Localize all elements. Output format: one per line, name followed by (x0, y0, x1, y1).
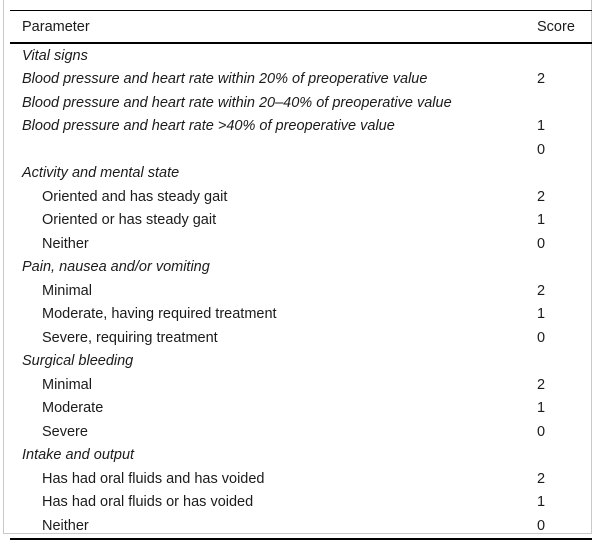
table-row: Has had oral fluids and has voided 2 (10, 467, 592, 491)
table-row: Vital signs (10, 44, 592, 68)
table-row: Has had oral fluids or has voided 1 (10, 491, 592, 515)
table-row: Oriented and has steady gait 2 (10, 185, 592, 209)
score-cell: 2 (537, 71, 546, 88)
parameter-cell: Has had oral fluids and has voided (42, 470, 265, 487)
score-cell: 0 (537, 141, 546, 158)
table-row: Activity and mental state (10, 162, 592, 186)
table-row: Oriented or has steady gait 1 (10, 209, 592, 233)
table-row: Severe 0 (10, 420, 592, 444)
parameter-cell: Severe (42, 423, 88, 440)
score-cell: 2 (537, 470, 546, 487)
parameter-cell: Severe, requiring treatment (42, 329, 218, 346)
parameter-cell: Oriented and has steady gait (42, 188, 228, 205)
table-row: Minimal 2 (10, 373, 592, 397)
parameter-cell: Oriented or has steady gait (42, 212, 217, 229)
parameter-cell: Minimal (42, 376, 92, 393)
table-row: Pain, nausea and/or vomiting (10, 256, 592, 280)
score-cell: 1 (537, 400, 546, 417)
parameter-cell: Minimal (42, 282, 92, 299)
score-cell: 1 (537, 212, 546, 229)
parameter-cell: Moderate (42, 400, 104, 417)
table-row: Intake and output (10, 444, 592, 468)
table-row: Minimal 2 (10, 279, 592, 303)
parameter-cell: Pain, nausea and/or vomiting (22, 259, 210, 276)
parameter-cell: Blood pressure and heart rate >40% of pr… (22, 118, 395, 135)
parameter-cell: Vital signs (22, 47, 88, 64)
table-row: Neither 0 (10, 232, 592, 256)
score-cell: 0 (537, 235, 546, 252)
table-body: Vital signs Blood pressure and heart rat… (10, 44, 592, 538)
parameter-cell: Surgical bleeding (22, 353, 134, 370)
score-cell: 2 (537, 188, 546, 205)
parameter-cell: Has had oral fluids or has voided (42, 494, 254, 511)
parameter-cell: Blood pressure and heart rate within 20%… (22, 71, 428, 88)
parameter-cell: Neither (42, 235, 89, 252)
table-header-row: Parameter Score (10, 10, 592, 44)
table-row: Severe, requiring treatment 0 (10, 326, 592, 350)
score-cell: 1 (537, 118, 546, 135)
parameter-cell: Blood pressure and heart rate within 20–… (22, 94, 452, 111)
table-row: Neither 0 (10, 514, 592, 538)
table-row: 0 (10, 138, 592, 162)
score-cell: 0 (537, 423, 546, 440)
score-cell: 0 (537, 329, 546, 346)
table-bottom-rule (10, 537, 592, 540)
score-cell: 2 (537, 376, 546, 393)
parameter-cell: Activity and mental state (22, 165, 180, 182)
table-row: Moderate 1 (10, 397, 592, 421)
score-cell: 1 (537, 306, 546, 323)
header-score: Score (537, 18, 575, 35)
score-cell: 1 (537, 494, 546, 511)
table-row: Surgical bleeding (10, 350, 592, 374)
parameter-cell: Moderate, having required treatment (42, 306, 277, 323)
table-row: Blood pressure and heart rate >40% of pr… (10, 115, 592, 139)
table-row: Blood pressure and heart rate within 20–… (10, 91, 592, 115)
scoring-table: Parameter Score Vital signs Blood pressu… (10, 10, 592, 540)
score-cell: 2 (537, 282, 546, 299)
parameter-cell: Intake and output (22, 447, 135, 464)
table-row: Moderate, having required treatment 1 (10, 303, 592, 327)
table-row: Blood pressure and heart rate within 20%… (10, 68, 592, 92)
parameter-cell: Neither (42, 517, 89, 534)
score-cell: 0 (537, 517, 546, 534)
header-parameter: Parameter (22, 18, 90, 35)
